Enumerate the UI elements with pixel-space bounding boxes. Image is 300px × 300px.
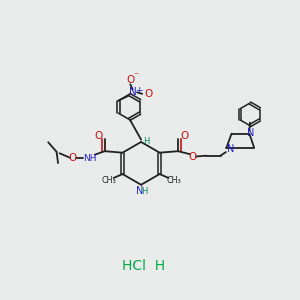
Text: O: O xyxy=(189,152,197,162)
Text: +: + xyxy=(135,86,142,95)
Text: H: H xyxy=(142,187,148,196)
Text: O: O xyxy=(126,75,134,85)
Text: HCl  H: HCl H xyxy=(122,259,166,273)
Text: ⁻: ⁻ xyxy=(133,72,138,82)
Text: N: N xyxy=(136,186,143,196)
Text: O: O xyxy=(69,153,77,163)
Text: O: O xyxy=(181,131,189,141)
Text: N: N xyxy=(247,128,254,138)
Text: O: O xyxy=(94,131,102,141)
Text: N: N xyxy=(129,87,136,97)
Text: CH₃: CH₃ xyxy=(101,176,116,184)
Text: O: O xyxy=(144,89,152,99)
Text: N: N xyxy=(227,144,234,154)
Text: NH: NH xyxy=(83,154,97,163)
Text: CH₃: CH₃ xyxy=(166,176,181,184)
Text: H: H xyxy=(143,137,150,146)
